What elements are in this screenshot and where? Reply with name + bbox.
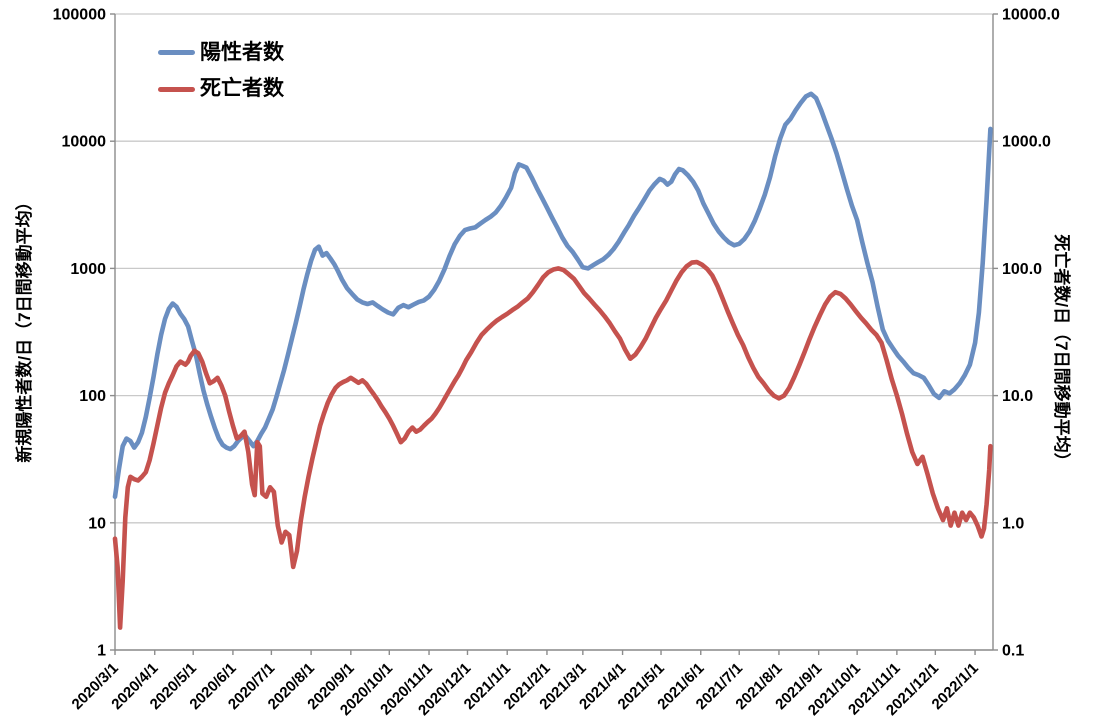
right-axis-tick-label: 10.0 [1002,388,1033,405]
series-line-cases [112,91,993,500]
series-line-deaths [112,259,993,630]
left-axis-tick-label: 10 [88,515,106,532]
legend-label-deaths: 死亡者数 [200,77,284,101]
right-axis-tick-label: 10000.0 [1002,7,1060,24]
left-axis-tick-label: 100000 [53,7,106,24]
legend-item-cases: 陽性者数 [158,38,284,67]
deaths-line-swatch-icon [158,86,195,92]
left-axis-tick-label: 100 [79,388,106,405]
legend: 陽性者数 死亡者数 [158,38,284,104]
left-axis-title: 新規陽性者数/日（7日間移動平均） [15,193,34,463]
left-axis-tick-label: 1000 [70,261,106,278]
right-axis-tick-label: 1000.0 [1002,134,1051,151]
legend-item-deaths: 死亡者数 [158,74,284,103]
legend-label-cases: 陽性者数 [200,41,284,64]
left-axis-tick-label: 1 [97,643,106,660]
cases-line-swatch-icon [158,50,195,56]
right-axis-tick-label: 100.0 [1002,261,1042,278]
right-axis-tick-label: 0.1 [1002,643,1024,660]
right-axis-title: 死亡者数/日（7日間移動平均） [1052,234,1071,470]
left-axis-tick-label: 10000 [62,134,107,151]
right-axis-tick-label: 1.0 [1002,515,1024,532]
